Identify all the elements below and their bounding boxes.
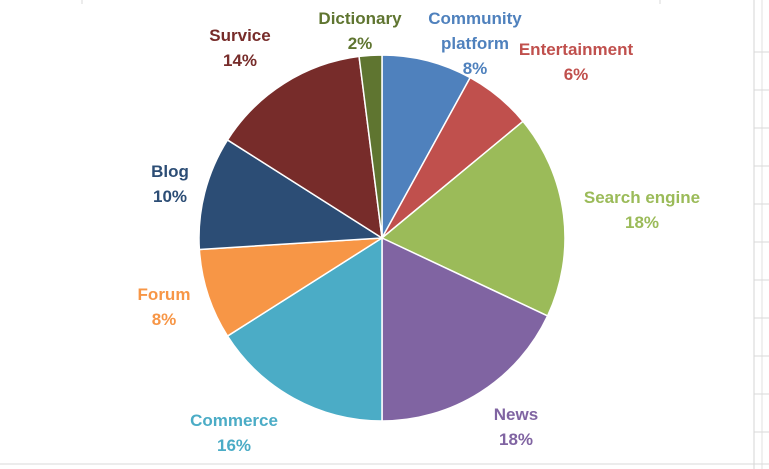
data-label-dictionary: Dictionary 2% [318,9,402,53]
category-label: Forum [138,285,191,304]
category-label: Dictionary [318,9,402,28]
pie-slices [198,54,566,422]
percent-label: 2% [348,34,373,53]
percent-label: 18% [625,213,659,232]
data-label-news: News 18% [494,405,538,449]
pie-slice-community-platform [381,54,471,239]
percent-label: 10% [153,187,187,206]
pie-slice-search-engine [381,120,566,317]
pie-slice-dictionary [358,54,383,239]
data-label-entertainment: Entertainment 6% [519,40,634,84]
category-label: Entertainment [519,40,634,59]
data-label-survice: Survice 14% [209,26,270,70]
data-label-search-engine: Search engine 18% [584,188,700,232]
category-label: platform [441,34,509,53]
data-label-forum: Forum 8% [138,285,191,329]
category-label: Blog [151,162,189,181]
data-label-commerce: Commerce 16% [190,411,278,455]
percent-label: 8% [463,59,488,78]
category-label: Community [428,9,522,28]
percent-label: 18% [499,430,533,449]
data-labels: Community platform 8% Entertainment 6% Search… [138,9,701,455]
pie-slice-commerce [226,237,383,422]
percent-label: 8% [152,310,177,329]
data-label-community-platform: Community platform 8% [428,9,522,78]
percent-label: 16% [217,436,251,455]
pie-slice-news [381,237,549,422]
pie-slice-forum [198,237,383,337]
category-label: News [494,405,538,424]
category-label: Commerce [190,411,278,430]
percent-label: 14% [223,51,257,70]
category-label: Survice [209,26,270,45]
pie-slice-blog [198,139,383,251]
percent-label: 6% [564,65,589,84]
pie-slice-survice [226,55,383,239]
category-label: Search engine [584,188,700,207]
data-label-blog: Blog 10% [151,162,189,206]
